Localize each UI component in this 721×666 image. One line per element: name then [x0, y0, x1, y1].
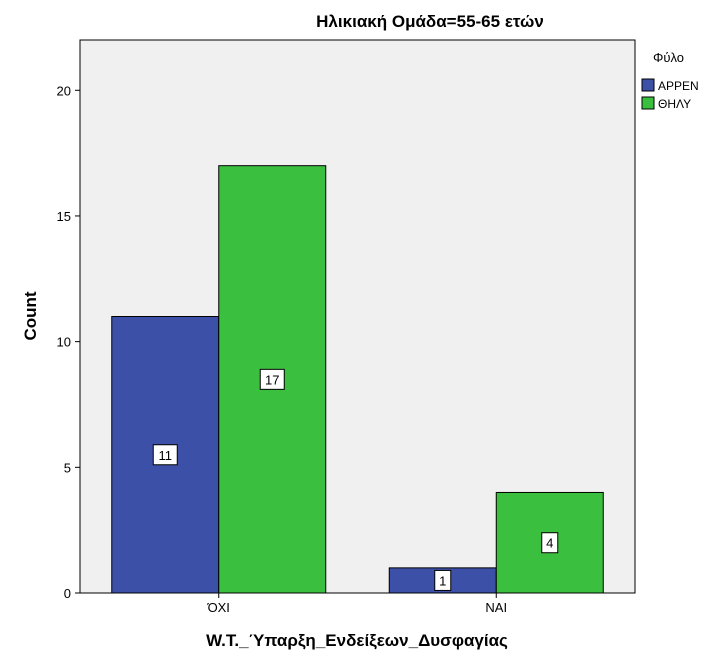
data-label-box — [152, 444, 178, 466]
data-label: 17 — [265, 372, 279, 387]
legend-label: ΘΗΛΥ — [658, 97, 691, 111]
x-tick-label: ΝΑΙ — [485, 600, 507, 615]
x-axis-title: W.T._Ύπαρξη_Ενδείξεων_Δυσφαγίας — [206, 631, 508, 650]
y-tick-label: 10 — [57, 335, 71, 350]
data-labels: 11 17 1 4 — [152, 368, 559, 591]
y-tick-label: 15 — [57, 209, 71, 224]
data-label: 1 — [439, 573, 446, 588]
y-axis-title: Count — [21, 291, 40, 340]
legend-swatch — [641, 96, 655, 110]
chart-title: Ηλικιακή Ομάδα=55-65 ετών — [316, 12, 544, 31]
data-label-box — [259, 368, 285, 390]
data-label: 4 — [546, 536, 553, 551]
legend: ΑΡΡΕΝ ΘΗΛΥ — [641, 78, 699, 111]
legend-swatch — [641, 78, 655, 92]
y-tick-label: 20 — [57, 83, 71, 98]
x-tick-label: ΌΧΙ — [207, 600, 230, 615]
y-tick-label: 5 — [64, 460, 71, 475]
legend-label: ΑΡΡΕΝ — [658, 79, 699, 93]
legend-title: Φύλο — [653, 50, 684, 65]
y-axis-ticks: 0 5 10 15 20 — [57, 83, 80, 601]
x-axis-ticks: ΌΧΙ ΝΑΙ — [207, 593, 507, 615]
y-tick-label: 0 — [64, 586, 71, 601]
data-label-box — [541, 532, 559, 554]
data-label-box — [434, 569, 452, 591]
data-label: 11 — [159, 448, 173, 463]
